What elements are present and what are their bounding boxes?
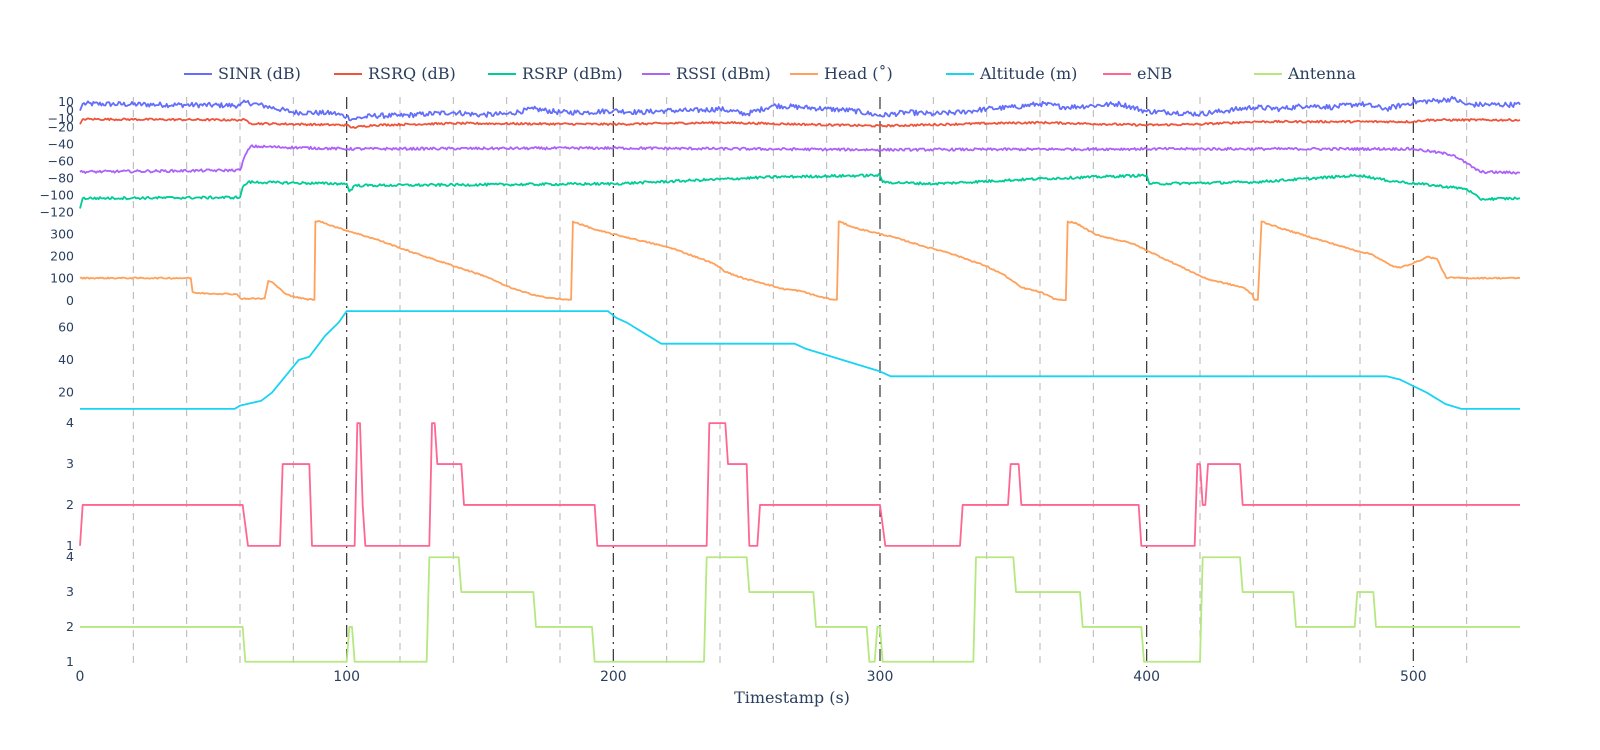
x-tick-label: 300: [867, 669, 894, 685]
y-tick-label-signal: −80: [48, 171, 74, 186]
series-layer: [79, 95, 1521, 663]
series-line-sinr: [79, 95, 1521, 122]
legend-label: Altitude (m): [979, 64, 1077, 83]
x-tick-label: 500: [1400, 669, 1427, 685]
legend-item: RSSI (dBm): [642, 64, 771, 83]
x-tick-label: 0: [76, 669, 85, 685]
x-axis-label: Timestamp (s): [734, 688, 850, 707]
y-tick-label-altitude: 60: [58, 319, 74, 334]
legend-label: RSSI (dBm): [676, 64, 771, 83]
y-tick-label-head: 100: [50, 271, 74, 286]
series-line-antenna: [80, 556, 1520, 663]
y-tick-label-head: 300: [50, 227, 74, 242]
legend-label: RSRP (dBm): [522, 64, 623, 83]
y-tick-label-altitude: 20: [58, 385, 74, 400]
y-tick-label-signal: −60: [48, 154, 74, 169]
y-tick-label-signal: 10: [58, 94, 74, 109]
y-tick-label-signal: −120: [40, 205, 74, 220]
series-line-head: [79, 220, 1521, 302]
series-line-enb: [79, 422, 1520, 547]
y-tick-label-enb: 3: [66, 456, 74, 471]
legend-item: SINR (dB): [184, 64, 301, 83]
legend-label: Head (˚): [824, 64, 893, 83]
legend: SINR (dB) RSRQ (dB) RSRP (dBm) RSSI (dBm) He…: [184, 64, 1356, 83]
y-tick-label-antenna: 3: [66, 584, 74, 599]
grid-layer: [132, 97, 1468, 667]
y-tick-label-enb: 2: [66, 497, 74, 512]
legend-item: RSRP (dBm): [488, 64, 623, 83]
y-tick-label-signal: −40: [48, 137, 74, 152]
series-line-rsrq: [79, 117, 1521, 129]
y-tick-label-signal: −100: [40, 188, 74, 203]
y-tick-label-signal: 0: [66, 103, 74, 118]
legend-item: Antenna: [1254, 64, 1356, 83]
series-line-altitude: [80, 310, 1520, 410]
y-tick-label-head: 0: [66, 293, 74, 308]
series-line-rssi: [79, 144, 1521, 175]
y-tick-label-antenna: 1: [66, 654, 74, 669]
y-tick-label-signal: −20: [48, 120, 74, 135]
y-tick-label-signal: −10: [48, 111, 74, 126]
legend-item: RSRQ (dB): [334, 64, 456, 83]
legend-label: eNB: [1137, 64, 1172, 83]
y-tick-label-antenna: 4: [66, 549, 74, 564]
y-tick-label-enb: 1: [66, 538, 74, 553]
x-tick-label: 100: [333, 669, 360, 685]
legend-item: eNB: [1103, 64, 1172, 83]
y-tick-label-altitude: 40: [58, 352, 74, 367]
axis-layer: 100−10−20−40−60−80−100−12001002003002040…: [40, 94, 1427, 685]
x-tick-label: 400: [1133, 669, 1160, 685]
y-tick-label-enb: 4: [66, 415, 74, 430]
x-tick-label: 200: [600, 669, 627, 685]
legend-item: Head (˚): [790, 64, 893, 83]
y-tick-label-antenna: 2: [66, 619, 74, 634]
legend-item: Altitude (m): [946, 64, 1077, 83]
legend-label: Antenna: [1287, 64, 1356, 83]
series-line-rsrp: [79, 173, 1521, 209]
legend-label: RSRQ (dB): [368, 64, 456, 83]
y-tick-label-head: 200: [50, 249, 74, 264]
legend-label: SINR (dB): [218, 64, 301, 83]
